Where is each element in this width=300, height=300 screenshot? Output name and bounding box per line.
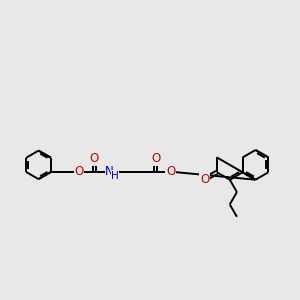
Text: O: O — [200, 173, 209, 186]
Text: H: H — [111, 171, 119, 181]
Text: O: O — [166, 166, 175, 178]
Text: O: O — [151, 152, 160, 165]
Text: O: O — [74, 166, 83, 178]
Text: O: O — [90, 152, 99, 165]
Text: N: N — [105, 166, 114, 178]
